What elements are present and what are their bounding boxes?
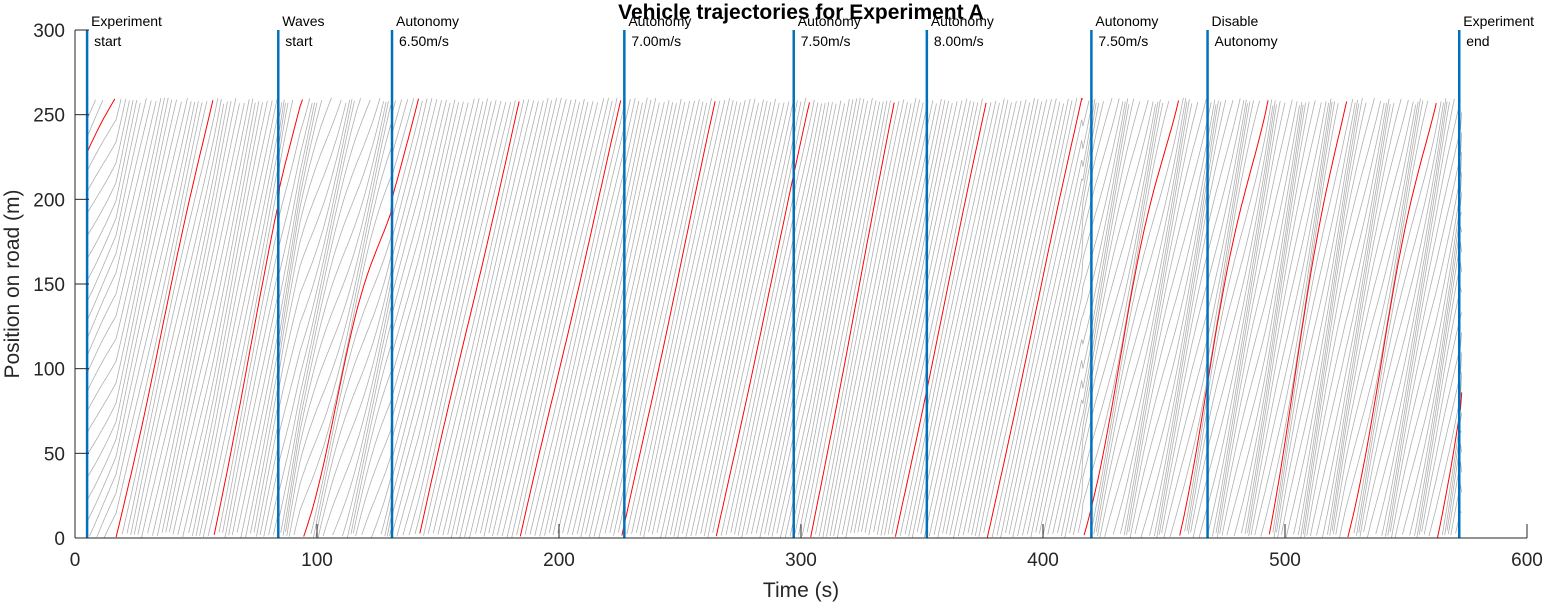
event-label-line1: Experiment xyxy=(91,13,162,29)
x-tick-label: 300 xyxy=(785,550,817,571)
vehicle-trajectory-10 xyxy=(86,98,1463,538)
vehicle-trajectory-9 xyxy=(86,97,1463,538)
y-axis-label: Position on road (m) xyxy=(1,189,24,378)
vehicle-trajectory-5 xyxy=(86,97,1463,539)
vehicle-trajectory-13 xyxy=(86,97,1463,538)
event-label-line1: Waves xyxy=(282,13,324,29)
x-tick-label: 0 xyxy=(70,550,81,571)
event-label-line1: Autonomy xyxy=(1095,13,1158,29)
x-tick-label: 500 xyxy=(1269,550,1301,571)
y-tick-label: 100 xyxy=(33,360,65,381)
event-label-line1: Experiment xyxy=(1463,13,1534,29)
highlighted-vehicle-trajectory xyxy=(86,97,1463,538)
vehicle-trajectory-15 xyxy=(86,98,1463,538)
vehicle-trajectory-8 xyxy=(86,97,1463,539)
x-axis-label: Time (s) xyxy=(763,579,839,602)
chart-title: Vehicle trajectories for Experiment A xyxy=(618,1,984,24)
event-label-line2: end xyxy=(1466,33,1489,49)
event-label-line2: start xyxy=(285,33,312,49)
y-tick-label: 0 xyxy=(54,529,65,550)
highlighted-vehicle-line xyxy=(86,97,1463,538)
vehicle-trajectory-2 xyxy=(86,97,1462,538)
event-label-line1: Disable xyxy=(1212,13,1259,29)
y-tick-label: 50 xyxy=(44,444,65,465)
event-label-line2: 7.50m/s xyxy=(801,33,851,49)
event-label-line2: Autonomy xyxy=(1215,33,1278,49)
y-tick-label: 250 xyxy=(33,106,65,127)
x-tick-label: 600 xyxy=(1511,550,1543,571)
event-label-line2: 6.50m/s xyxy=(399,33,449,49)
event-label-line2: 7.00m/s xyxy=(631,33,681,49)
vehicle-trajectory-14 xyxy=(86,97,1463,538)
event-markers: Experiment start Waves start Autonomy 6.50m/s… xyxy=(85,13,1534,538)
event-label-line2: start xyxy=(94,33,121,49)
y-tick-label: 200 xyxy=(33,190,65,211)
y-tick-label: 300 xyxy=(33,21,65,42)
event-label-line1: Autonomy xyxy=(628,13,691,29)
x-tick-label: 400 xyxy=(1027,550,1059,571)
event-label-line1: Autonomy xyxy=(931,13,994,29)
event-label-line2: 7.50m/s xyxy=(1098,33,1148,49)
event-label-line1: Autonomy xyxy=(396,13,459,29)
vehicle-trajectory-17 xyxy=(86,98,1463,538)
vehicle-trajectory-11 xyxy=(86,97,1463,538)
event-label-line2: 8.00m/s xyxy=(934,33,984,49)
axis-ticks: 0 100 200 300 400 500 600 0 50 100 150 200 250 300 xyxy=(33,21,1543,571)
vehicle-trajectory-21 xyxy=(86,97,1463,539)
vehicle-trajectory-16 xyxy=(86,97,1463,538)
vehicle-trajectory-6 xyxy=(86,97,1462,538)
x-tick-label: 200 xyxy=(543,550,575,571)
vehicle-trajectory-1 xyxy=(86,97,1463,538)
event-label-line1: Autonomy xyxy=(798,13,861,29)
vehicle-trajectories xyxy=(87,98,1462,538)
y-tick-label: 150 xyxy=(33,275,65,296)
x-tick-label: 100 xyxy=(301,550,333,571)
vehicle-trajectory-4 xyxy=(86,98,1463,538)
vehicle-trajectory-3 xyxy=(86,98,1463,538)
